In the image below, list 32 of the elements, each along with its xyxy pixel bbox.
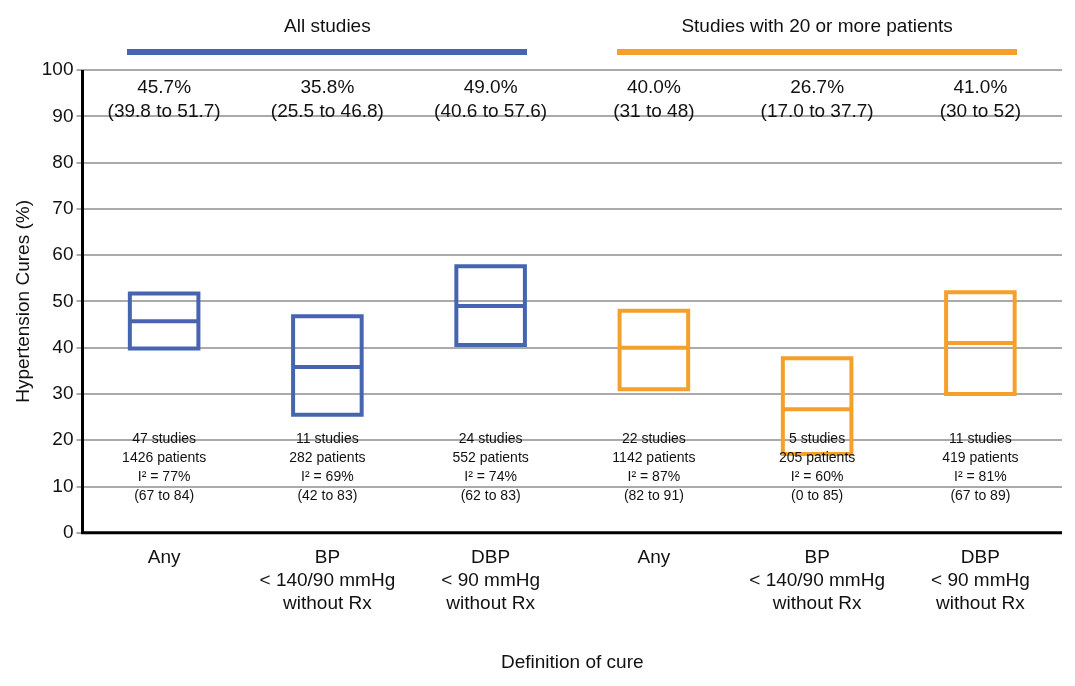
x-tick-label: Any [147,546,181,568]
annotation: 24 studies 552 patients I² = 74% (62 to 83) [452,429,529,503]
annotation: 35.8% (25.5 to 46.8) [270,76,384,122]
y-axis-title: Hypertension Cures (%) [11,200,33,403]
y-tick-label: 80 [52,150,74,172]
x-axis-title: Definition of cure [500,650,644,672]
y-tick-label: 0 [62,521,74,543]
y-tick-label: 10 [52,474,74,496]
annotation: 11 studies 419 patients I² = 81% (67 to 89) [942,429,1019,503]
y-tick-label: 70 [52,197,74,219]
y-tick-label: 100 [41,58,74,80]
x-tick-label: BP < 140/90 mmHg without Rx [259,546,396,614]
annotation: 11 studies 282 patients I² = 69% (42 to 83) [289,429,366,503]
x-tick-label: DBP < 90 mmHg without Rx [931,546,1030,614]
y-tick-label: 90 [52,104,74,126]
text: Studies with 20 or more patients [681,15,953,36]
x-tick-label: Any [637,546,671,568]
annotation: 22 studies 1142 patients I² = 87% (82 to 91) [612,429,696,503]
y-tick-label: 50 [52,289,74,311]
x-tick-label: DBP < 90 mmHg without Rx [441,546,540,614]
annotation: 45.7% (39.8 to 51.7) [107,76,221,122]
annotation: 40.0% (31 to 48) [613,76,695,122]
annotation: 49.0% (40.6 to 57.6) [434,76,548,122]
y-tick-label: 20 [52,428,74,450]
y-tick-label: 30 [52,382,74,404]
annotation: 26.7% (17.0 to 37.7) [760,76,874,122]
annotation: 41.0% (30 to 52) [939,76,1022,122]
y-tick-label: 40 [52,335,74,357]
x-tick-label: BP < 140/90 mmHg without Rx [749,546,885,614]
text: All studies [284,15,371,36]
y-tick-label: 60 [52,243,74,265]
annotation: 47 studies 1426 patients I² = 77% (67 to 84) [122,429,207,503]
